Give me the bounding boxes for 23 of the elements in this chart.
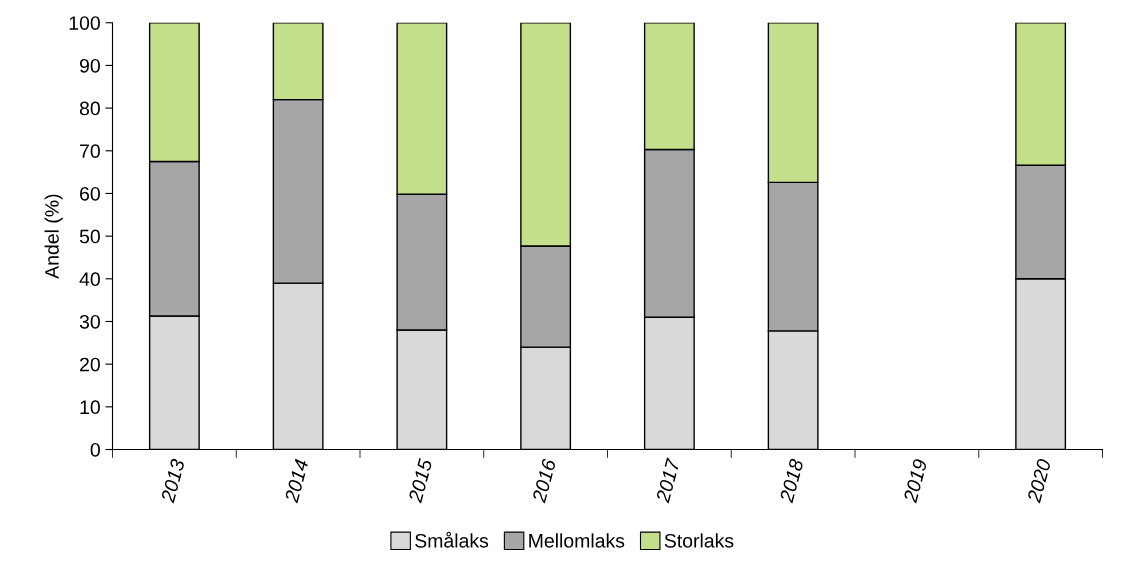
y-axis-title: Andel (%)	[44, 194, 63, 279]
y-tick-label: 20	[80, 357, 100, 372]
legend-label: Mellomlaks	[529, 533, 625, 548]
y-tick-label: 10	[80, 400, 100, 415]
x-tick-label: 2013	[160, 458, 185, 504]
y-tick-label: 70	[80, 144, 100, 159]
y-tick-label: 80	[79, 101, 100, 116]
x-tick-label: 2016	[531, 457, 557, 504]
y-tick-label: 0	[90, 442, 100, 457]
x-tick-label: 2019	[902, 458, 928, 504]
y-tick-label: 50	[79, 229, 100, 244]
y-tick-label: 30	[79, 314, 100, 329]
x-tick-label: 2017	[655, 457, 681, 504]
legend-label: Smålaks	[415, 531, 489, 548]
x-tick-label: 2014	[284, 458, 309, 504]
y-tick-label: 90	[79, 58, 100, 73]
x-tick-label: 2015	[407, 457, 433, 504]
x-tick-label: 2020	[1026, 458, 1052, 504]
x-tick-label: 2018	[779, 458, 804, 504]
y-tick-label: 60	[80, 186, 100, 201]
legend-label: Storlaks	[664, 533, 734, 548]
y-tick-label: 100	[69, 16, 100, 30]
y-tick-label: 40	[79, 272, 100, 287]
